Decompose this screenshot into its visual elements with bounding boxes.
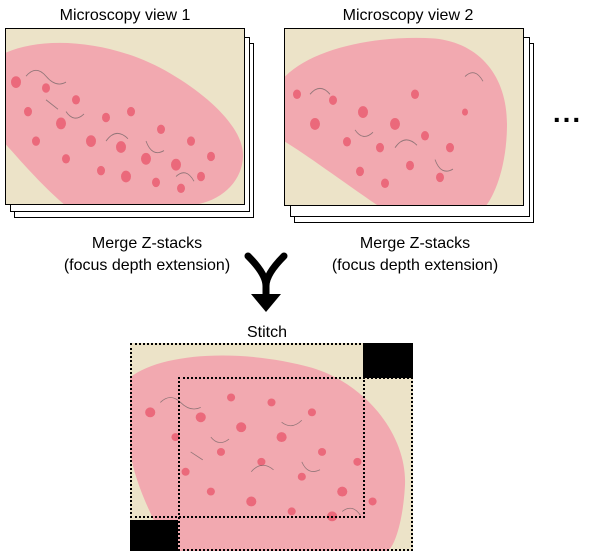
view-1-image bbox=[5, 28, 245, 205]
view-1-caption-line2: (focus depth extension) bbox=[63, 257, 231, 274]
more-views-ellipsis: ... bbox=[552, 97, 583, 128]
stitch-tile-2-outline bbox=[178, 377, 413, 551]
stitch-label: Stitch bbox=[246, 324, 287, 341]
corner-fill-bottom-left bbox=[130, 520, 178, 551]
view-2-caption-line1: Merge Z-stacks bbox=[359, 235, 471, 252]
stitched-image bbox=[130, 343, 413, 551]
merge-arrow-icon bbox=[244, 252, 288, 312]
view-2-title: Microscopy view 2 bbox=[342, 7, 474, 24]
stitch-tile-1-outline bbox=[130, 343, 365, 518]
view-2-caption-line2: (focus depth extension) bbox=[331, 257, 499, 274]
corner-fill-top-right bbox=[363, 343, 413, 378]
view-1-caption-line1: Merge Z-stacks bbox=[91, 235, 203, 252]
view-2-image bbox=[284, 28, 524, 206]
view-1-title: Microscopy view 1 bbox=[59, 7, 191, 24]
